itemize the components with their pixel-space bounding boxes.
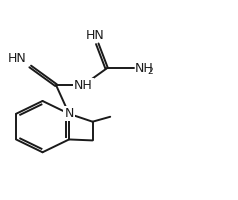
Text: HN: HN bbox=[85, 29, 104, 42]
Text: HN: HN bbox=[8, 51, 27, 64]
Text: NH: NH bbox=[74, 79, 93, 92]
Text: NH: NH bbox=[135, 62, 154, 75]
Text: N: N bbox=[64, 107, 74, 120]
Text: 2: 2 bbox=[147, 67, 153, 76]
